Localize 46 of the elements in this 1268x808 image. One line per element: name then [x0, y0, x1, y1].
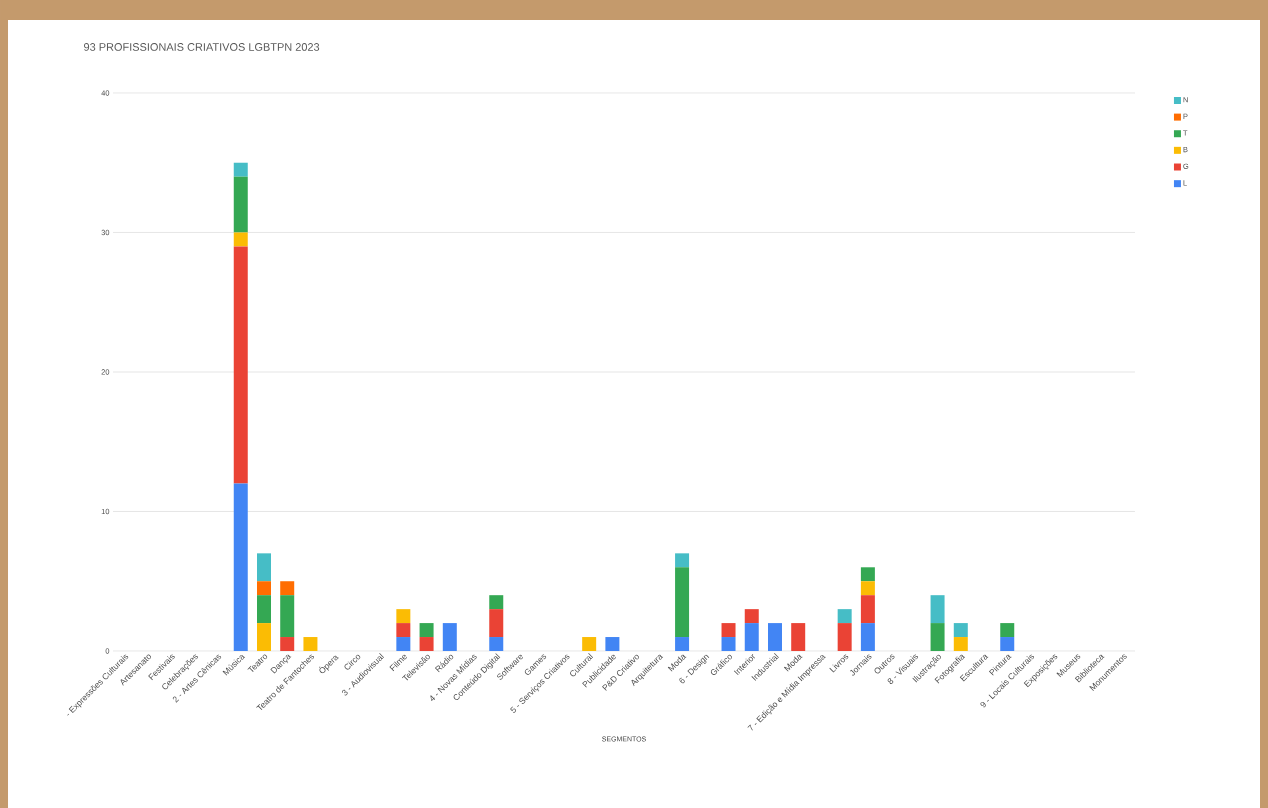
bar [837, 623, 852, 651]
bar [256, 553, 271, 582]
bar [1000, 637, 1015, 651]
bar [233, 176, 248, 233]
bar [1000, 623, 1015, 638]
bar [256, 581, 271, 596]
bar [930, 595, 945, 624]
bar [582, 637, 597, 651]
bar [744, 609, 759, 624]
bar [675, 567, 690, 638]
bar [396, 609, 411, 624]
bar [233, 162, 248, 177]
bar [303, 637, 318, 651]
bar [744, 623, 759, 651]
bar [419, 623, 434, 638]
bar [280, 637, 295, 651]
bar [256, 595, 271, 624]
bar [233, 246, 248, 484]
bar [489, 637, 504, 651]
bar [233, 232, 248, 247]
bar [442, 623, 457, 651]
bar [280, 595, 295, 638]
bar [860, 567, 875, 582]
bar [860, 581, 875, 596]
bar [256, 623, 271, 651]
bar [396, 623, 411, 638]
bar [605, 637, 620, 651]
bar [930, 623, 945, 651]
bar [675, 553, 690, 568]
bar [675, 637, 690, 651]
bar [860, 595, 875, 624]
bar [837, 609, 852, 624]
bar [721, 637, 736, 651]
bar [953, 623, 968, 638]
bar [791, 623, 806, 651]
bar [860, 623, 875, 651]
bar [419, 637, 434, 651]
bar [767, 623, 782, 651]
bar [721, 623, 736, 638]
bar [233, 483, 248, 651]
bar [396, 637, 411, 651]
bar [953, 637, 968, 651]
bar [489, 609, 504, 638]
bar [280, 581, 295, 596]
bar [489, 595, 504, 610]
chart-title: 93 PROFISSIONAIS CRIATIVOS LGBTPN 2023 [84, 43, 320, 51]
